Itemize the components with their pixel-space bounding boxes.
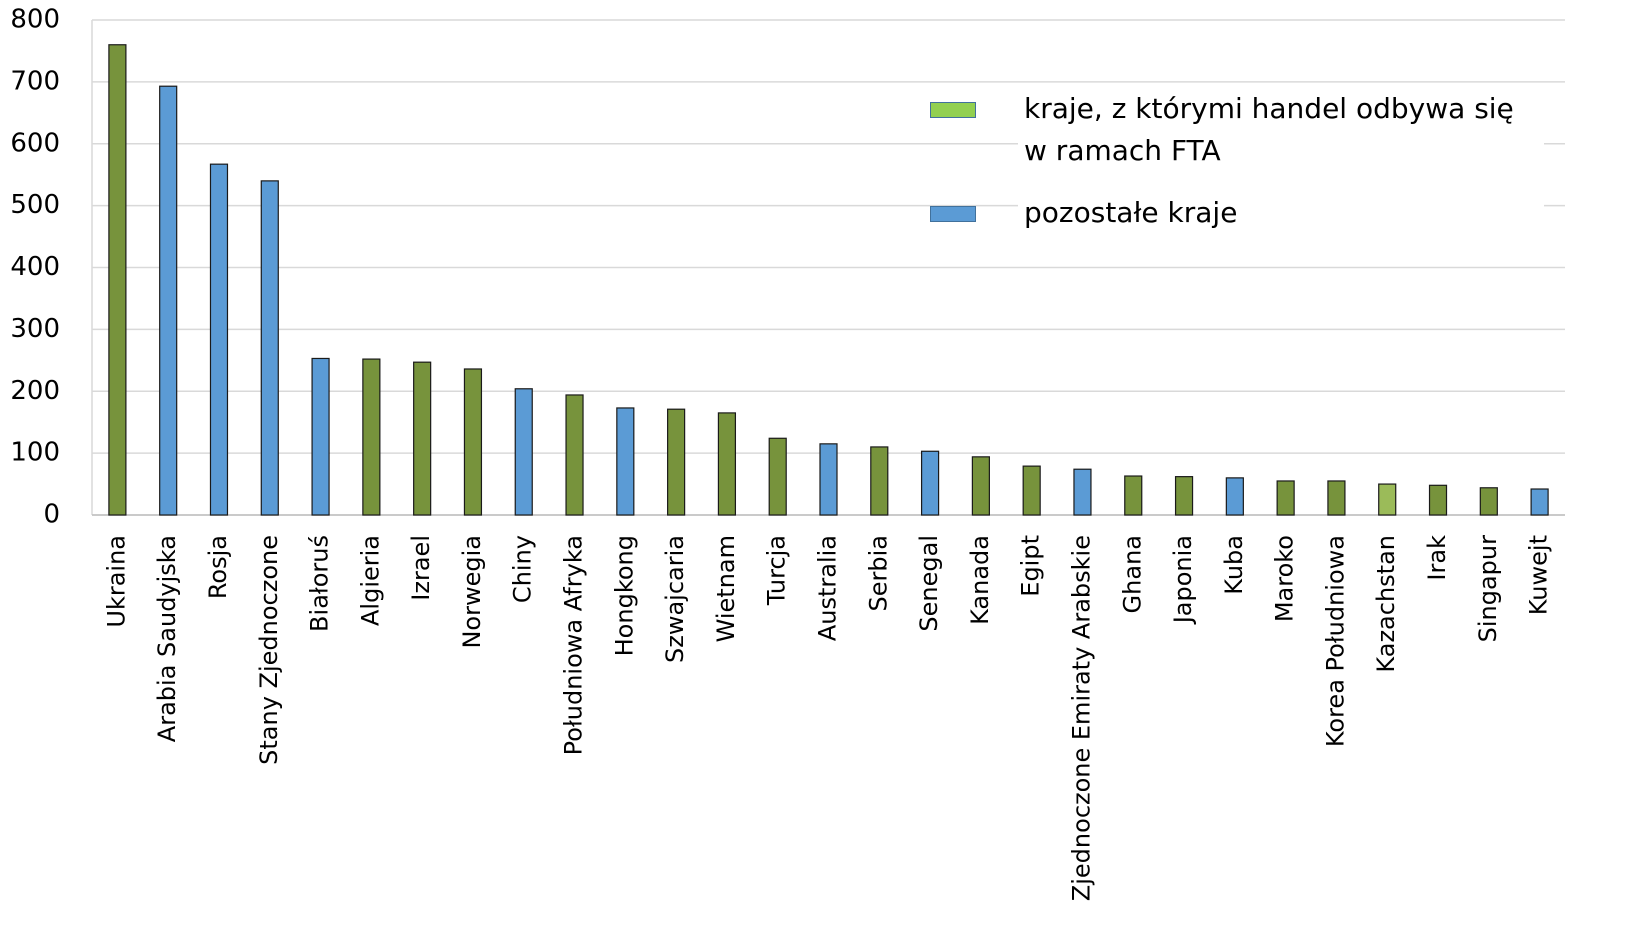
bar xyxy=(870,446,889,516)
legend-label: pozostałe kraje xyxy=(1018,192,1544,234)
bar xyxy=(311,357,330,516)
y-tick-label: 400 xyxy=(10,252,60,282)
x-tick-label: Egipt xyxy=(1017,535,1045,597)
bar xyxy=(971,456,990,516)
y-tick-label: 500 xyxy=(10,190,60,220)
bar xyxy=(362,358,381,516)
legend-item: pozostałe kraje xyxy=(930,192,1550,234)
x-tick-label: Szwajcaria xyxy=(661,535,689,663)
bar xyxy=(667,408,686,516)
bar xyxy=(413,361,432,516)
x-tick-label: Australia xyxy=(814,535,842,641)
x-tick-label: Stany Zjednoczone xyxy=(255,535,283,765)
bar xyxy=(108,44,127,516)
bar xyxy=(1225,477,1244,516)
x-tick-label: Ukraina xyxy=(102,535,130,628)
bar xyxy=(565,394,584,516)
bar xyxy=(1174,476,1194,516)
bar xyxy=(1073,468,1092,516)
bar xyxy=(1530,488,1549,516)
bar xyxy=(159,85,178,516)
x-tick-label: Senegal xyxy=(915,535,943,632)
x-tick-label: Ghana xyxy=(1118,535,1146,613)
bar xyxy=(514,388,533,516)
bar xyxy=(1022,465,1041,516)
bar xyxy=(1276,480,1295,516)
bar xyxy=(1124,475,1143,516)
y-tick-label: 100 xyxy=(10,438,60,468)
x-tick-label: Hongkong xyxy=(610,535,638,656)
bar xyxy=(717,412,737,516)
x-tick-label: Maroko xyxy=(1271,535,1299,622)
x-tick-label: Kazachstan xyxy=(1372,535,1400,673)
x-tick-label: Serbia xyxy=(864,535,892,611)
legend-swatch xyxy=(930,206,976,222)
y-tick-label: 700 xyxy=(10,66,60,96)
bar xyxy=(768,437,787,516)
bar xyxy=(463,368,483,516)
x-tick-label: Turcja xyxy=(763,535,791,606)
x-tick-label: Kuwejt xyxy=(1525,535,1553,615)
x-tick-label: Chiny xyxy=(509,535,537,603)
legend-swatch xyxy=(930,102,976,118)
bar xyxy=(209,163,229,516)
x-tick-label: Białoruś xyxy=(306,535,334,632)
x-tick-label: Rosja xyxy=(204,535,232,599)
legend: kraje, z którymi handel odbywa się w ram… xyxy=(930,88,1550,254)
x-tick-label: Irak xyxy=(1423,535,1451,581)
x-tick-label: Zjednoczone Emiraty Arabskie xyxy=(1067,535,1095,901)
x-tick-label: Wietnam xyxy=(712,535,740,642)
x-tick-label: Algieria xyxy=(356,535,384,626)
bar xyxy=(1327,480,1346,516)
bar xyxy=(260,180,279,516)
x-tick-label: Singapur xyxy=(1474,535,1502,643)
bar xyxy=(616,407,635,516)
bar xyxy=(819,443,838,516)
bar xyxy=(1428,484,1448,516)
y-tick-label: 200 xyxy=(10,376,60,406)
x-tick-label: Izrael xyxy=(407,535,435,601)
x-tick-label: Arabia Saudyjska xyxy=(153,535,181,742)
x-tick-label: Kanada xyxy=(966,535,994,625)
y-tick-label: 800 xyxy=(10,5,60,35)
bar xyxy=(920,450,940,516)
legend-item: kraje, z którymi handel odbywa się w ram… xyxy=(930,88,1550,172)
y-tick-label: 300 xyxy=(10,314,60,344)
bar xyxy=(1378,483,1397,516)
x-tick-label: Norwegia xyxy=(458,535,486,649)
x-tick-label: Południowa Afryka xyxy=(560,535,588,755)
y-tick-label: 0 xyxy=(43,500,60,530)
bar xyxy=(1479,487,1498,516)
y-tick-label: 600 xyxy=(10,128,60,158)
x-tick-label: Japonia xyxy=(1169,535,1197,625)
x-tick-label: Kuba xyxy=(1220,535,1248,595)
legend-label: kraje, z którymi handel odbywa się w ram… xyxy=(1018,88,1544,172)
x-tick-label: Korea Południowa xyxy=(1321,535,1349,747)
